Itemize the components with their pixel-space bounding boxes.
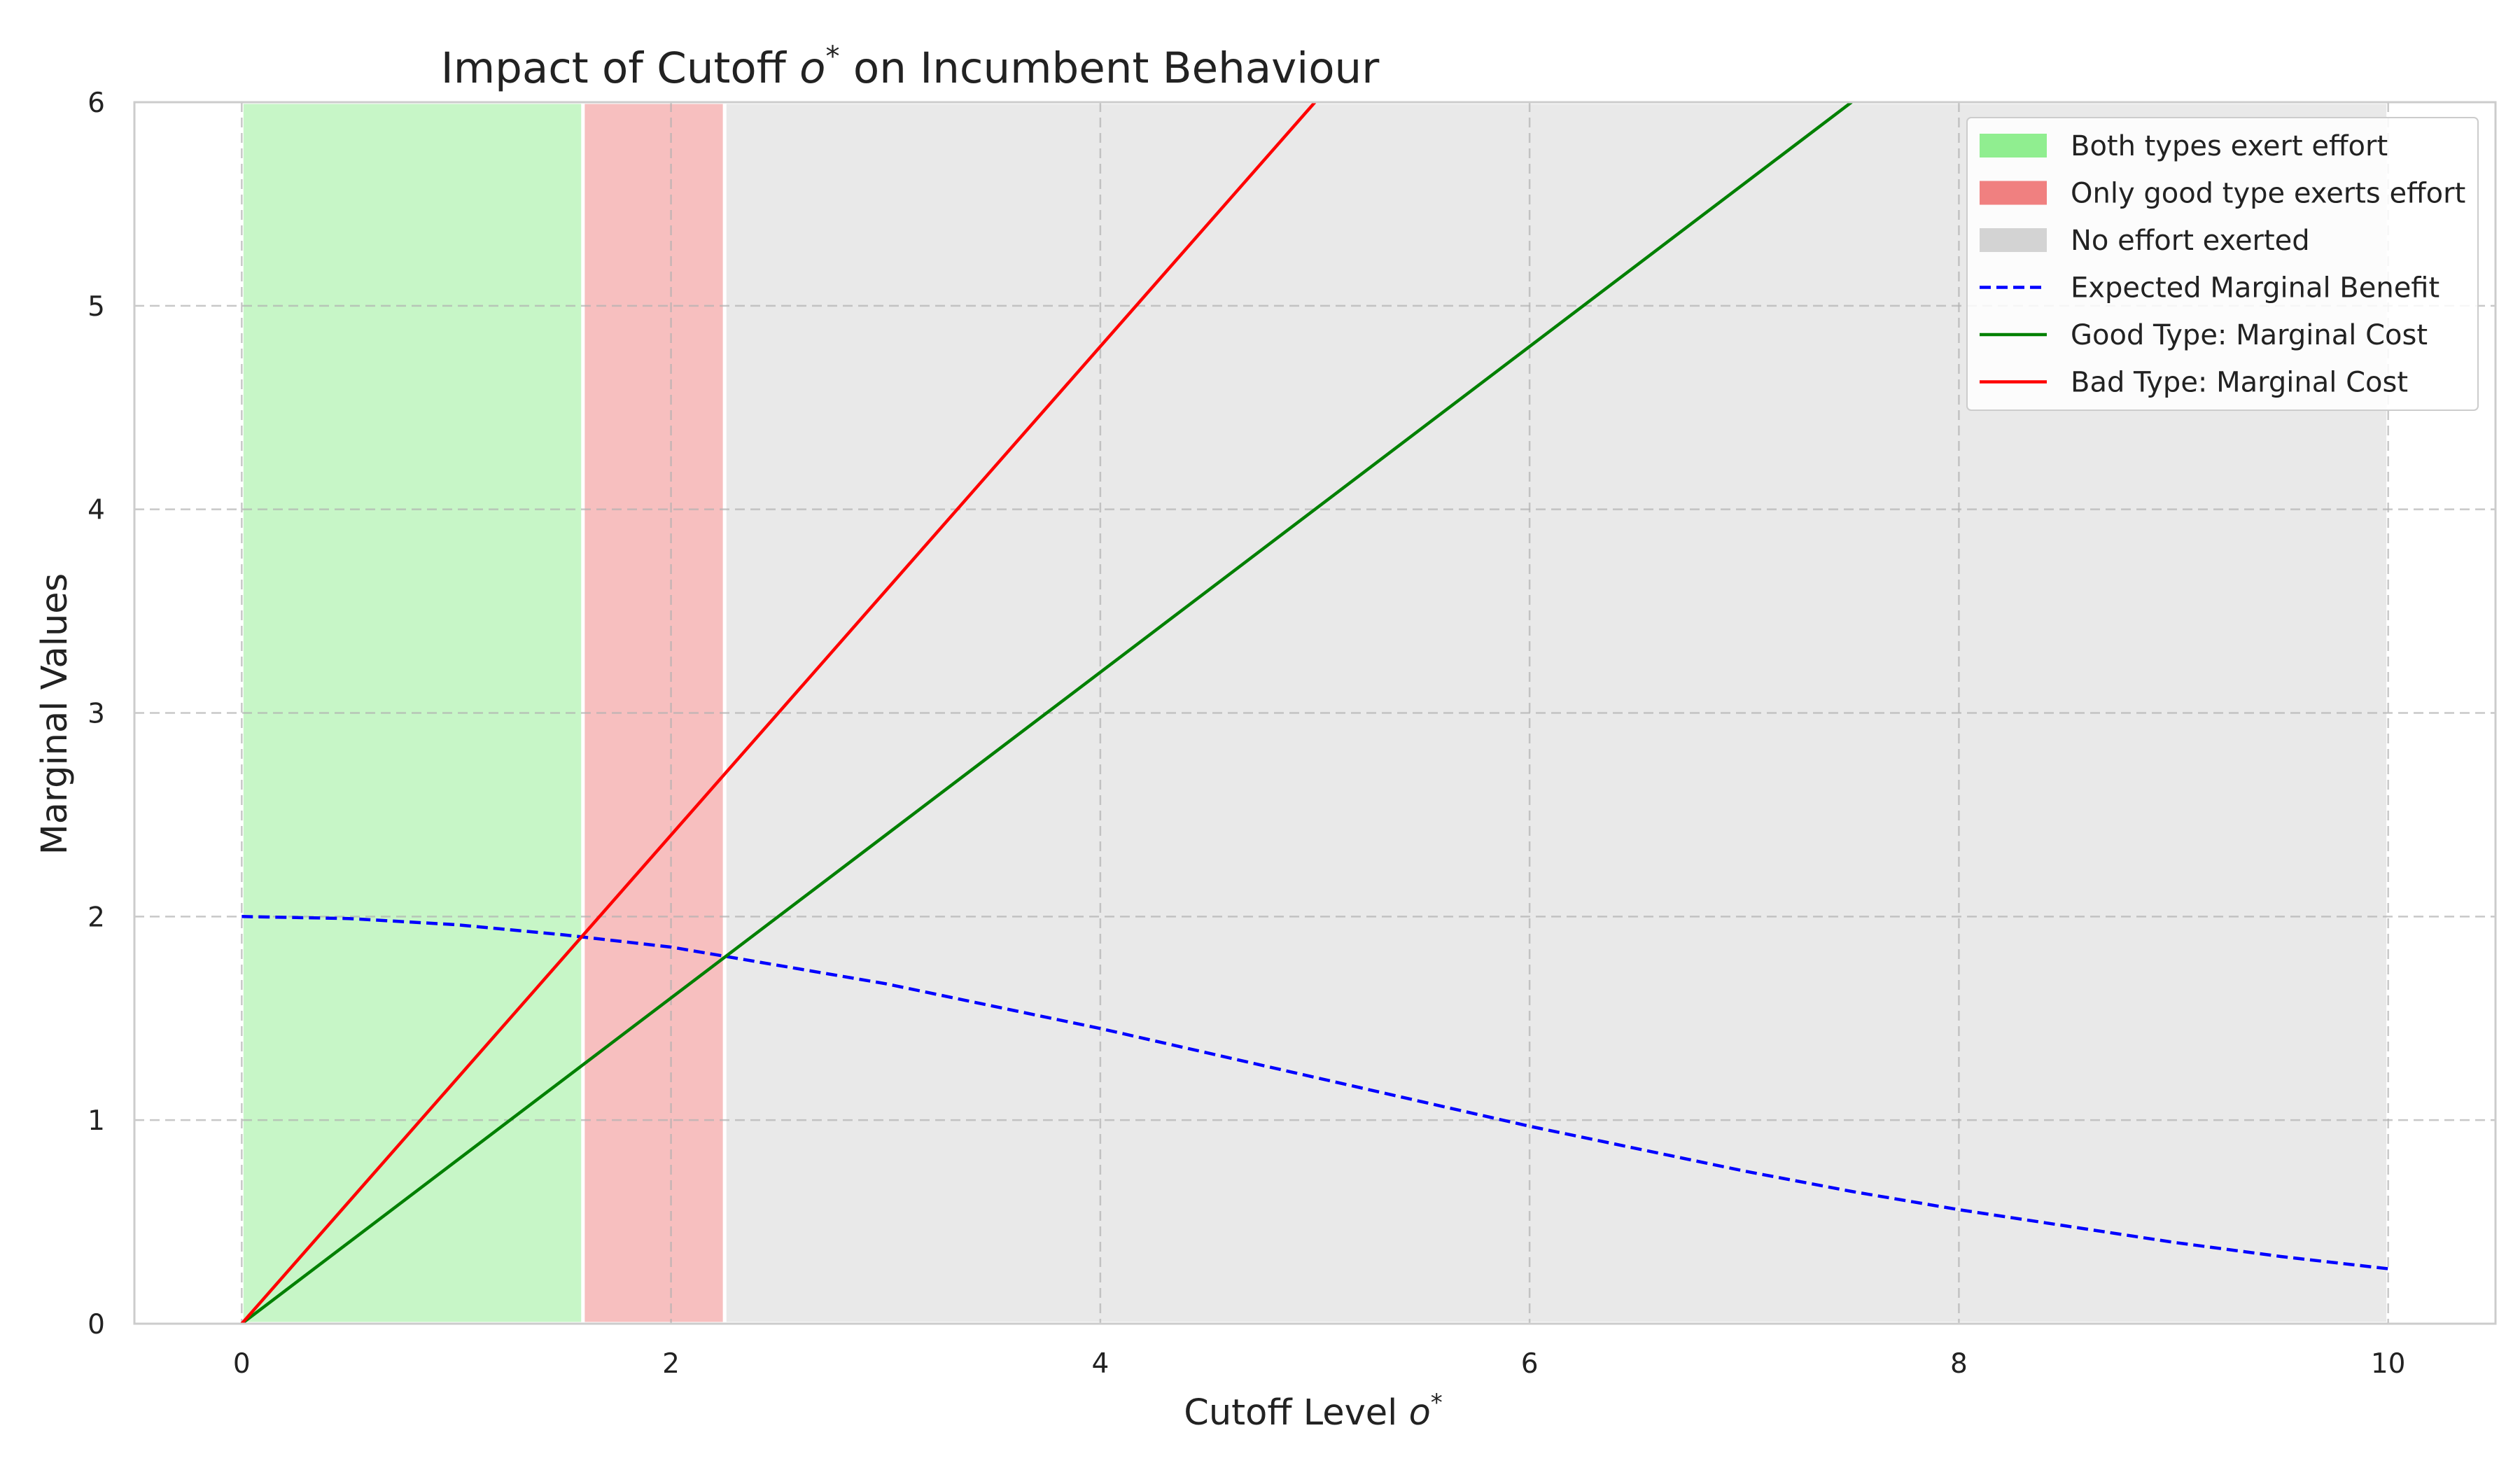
chart-title: Impact of Cutoff o* on Incumbent Behavio… <box>441 41 1380 93</box>
x-tick-label: 4 <box>1091 1348 1109 1380</box>
series-line-2 <box>240 102 1853 1324</box>
legend-label-2: Only good type exerts effort <box>2071 178 2465 210</box>
chart-title-prefix: Impact of Cutoff <box>441 43 799 93</box>
y-tick-label: 0 <box>88 1309 105 1340</box>
legend-label-5: Good Type: Marginal Cost <box>2071 319 2428 351</box>
chart-title-superscript: * <box>826 41 840 73</box>
y-axis: 0 1 2 3 4 5 6 <box>88 88 105 1340</box>
x-tick-label: 0 <box>233 1348 251 1380</box>
x-axis-title-symbol: o <box>1409 1392 1431 1434</box>
series-line-3 <box>240 102 1317 1324</box>
legend-box <box>1966 117 2479 411</box>
x-tick-label: 6 <box>1521 1348 1539 1380</box>
x-axis: 0 2 4 6 8 10 <box>233 1348 2406 1380</box>
x-tick-label: 2 <box>662 1348 680 1380</box>
series-layer <box>240 102 2388 1324</box>
plot-frame <box>133 101 2497 1325</box>
x-tick-label: 10 <box>2371 1348 2406 1380</box>
legend-swatch-1 <box>1980 134 2047 158</box>
legend-swatch-2 <box>1980 181 2047 205</box>
chart-title-symbol: o <box>799 43 825 93</box>
legend-label-4: Expected Marginal Benefit <box>2071 272 2440 304</box>
series-line-1 <box>241 915 2388 1270</box>
chart-title-suffix: on Incumbent Behaviour <box>840 43 1380 93</box>
x-axis-title-superscript: * <box>1431 1389 1443 1417</box>
y-tick-label: 3 <box>88 699 105 730</box>
x-tick-label: 8 <box>1950 1348 1968 1380</box>
y-tick-label: 4 <box>88 495 105 526</box>
x-axis-title-prefix: Cutoff Level <box>1184 1392 1408 1434</box>
y-tick-label: 5 <box>88 291 105 323</box>
x-axis-title: Cutoff Level o* <box>1184 1389 1443 1434</box>
legend-label-3: No effort exerted <box>2071 225 2310 257</box>
legend-label-1: Both types exert effort <box>2071 130 2388 162</box>
legend-label-6: Bad Type: Marginal Cost <box>2071 367 2408 399</box>
y-tick-label: 2 <box>88 902 105 933</box>
legend: Both types exert effort Only good type ex… <box>1966 117 2479 411</box>
y-tick-label: 6 <box>88 88 105 119</box>
legend-swatch-3 <box>1980 228 2047 252</box>
y-tick-label: 1 <box>88 1105 105 1137</box>
y-axis-title: Marginal Values <box>34 573 76 855</box>
